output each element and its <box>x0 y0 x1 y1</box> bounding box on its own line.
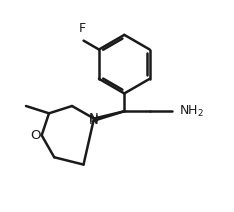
Text: N: N <box>89 114 99 127</box>
Text: N: N <box>89 112 99 125</box>
Text: NH$_2$: NH$_2$ <box>179 104 204 119</box>
Text: O: O <box>30 129 41 142</box>
Text: F: F <box>79 22 86 35</box>
